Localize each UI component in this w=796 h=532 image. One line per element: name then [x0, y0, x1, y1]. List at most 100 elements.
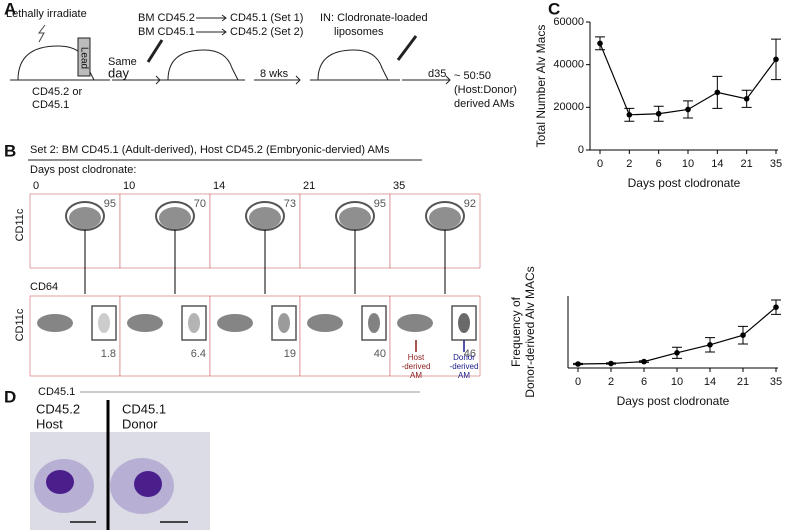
- marker-label: -derived: [402, 362, 431, 371]
- x-tick-label: 6: [641, 376, 647, 388]
- axis-label: CD11c: [14, 308, 26, 341]
- point: [773, 56, 779, 63]
- plot-frame: [119, 295, 211, 377]
- y-axis-label: Total Number Alv Macs: [534, 25, 548, 148]
- cell-cloud: [98, 313, 110, 333]
- point: [575, 361, 581, 367]
- cell-cloud: [37, 314, 73, 332]
- gate-percent: 95: [104, 198, 116, 210]
- days-label: Days post clodronate:: [30, 164, 136, 176]
- marker-label: AM: [410, 371, 422, 380]
- plot-frame: [209, 295, 301, 377]
- cell-cloud: [368, 313, 380, 333]
- step-text: CD45.1: [32, 99, 69, 111]
- y-tick-label: 0: [578, 144, 584, 156]
- marker-label: -derived: [450, 362, 479, 371]
- gate-percent: 19: [284, 348, 296, 360]
- step-text: derived AMs: [454, 98, 515, 110]
- cell-cloud: [429, 207, 461, 229]
- plot-frame: [299, 295, 391, 377]
- plot-frame: [29, 193, 121, 269]
- x-tick-label: 2: [608, 376, 614, 388]
- day-label: 0: [33, 180, 39, 192]
- panel-label: B: [4, 141, 16, 160]
- flow-plots: 0951.810706.4147319219540359246Host-deri…: [29, 180, 481, 380]
- step-text: BM CD45.2: [138, 12, 195, 24]
- step-text: Same: [108, 56, 137, 68]
- gate-percent: 95: [374, 198, 386, 210]
- x-tick-label: 14: [704, 376, 716, 388]
- panel-label: D: [4, 387, 16, 406]
- point: [641, 358, 647, 365]
- x-tick-label: 14: [711, 158, 723, 170]
- x-tick-label: 2: [626, 158, 632, 170]
- y-tick-label: 60000: [553, 16, 584, 28]
- point: [714, 89, 721, 96]
- gate-percent: 46: [464, 348, 476, 360]
- point: [685, 106, 691, 113]
- panel-b-title: Set 2: BM CD45.1 (Adult-derived), Host C…: [30, 144, 390, 156]
- step-text: 8 wks: [260, 68, 289, 80]
- cell-cloud: [397, 314, 433, 332]
- x-tick-label: 10: [682, 158, 694, 170]
- gate: [181, 305, 207, 341]
- plot-frame: [389, 295, 481, 377]
- gate-percent: 6.4: [191, 348, 206, 360]
- cell-cloud: [127, 314, 163, 332]
- x-tick-label: 21: [737, 376, 749, 388]
- day-label: 35: [393, 180, 405, 192]
- plot-frame: [29, 295, 121, 377]
- x-tick-label: 21: [741, 158, 753, 170]
- x-axis-label: Days post clodronate: [628, 176, 741, 190]
- day-label: 21: [303, 180, 315, 192]
- step-text: CD45.1 (Set 1): [230, 12, 303, 24]
- gate: [91, 305, 117, 341]
- x-tick-label: 6: [656, 158, 662, 170]
- marker-label: Host: [408, 353, 425, 362]
- step-text: BM CD45.1: [138, 26, 195, 38]
- cell-label: CD45.1: [122, 401, 166, 416]
- y-axis-label: Frequency of: [509, 296, 523, 367]
- point: [743, 96, 750, 102]
- point: [655, 110, 662, 117]
- point: [608, 360, 614, 367]
- gate-percent: 92: [464, 198, 476, 210]
- plot-frame: [299, 193, 391, 269]
- point: [626, 112, 633, 118]
- y-axis-label: Donor-derived Alv MACs: [523, 266, 537, 397]
- panel-label: C: [548, 0, 560, 18]
- x-axis-label: Days post clodronate: [617, 394, 730, 408]
- x-tick-label: 0: [597, 158, 603, 170]
- gate: [271, 305, 297, 341]
- step-text: Lead: [78, 47, 89, 69]
- step-text: IN: Clodronate-loaded: [320, 12, 428, 24]
- cell-cloud: [159, 207, 191, 229]
- point: [674, 350, 680, 356]
- gate-percent: 1.8: [101, 348, 116, 360]
- y-tick-label: 20000: [553, 101, 584, 113]
- panel-label: A: [4, 0, 16, 18]
- gate: [361, 305, 387, 341]
- step-text: d35: [428, 68, 446, 80]
- day-label: 14: [213, 180, 225, 192]
- cell-cloud: [69, 207, 101, 229]
- day-label: 10: [123, 180, 135, 192]
- point: [597, 40, 603, 47]
- x-tick-label: 35: [770, 158, 782, 170]
- cell-cloud: [188, 313, 200, 333]
- cell-cloud: [339, 207, 371, 229]
- marker-label: Donor: [453, 353, 475, 362]
- panel-a: [10, 14, 451, 85]
- step-text: ~ 50:50: [454, 70, 491, 82]
- axis-label: CD45.1: [38, 386, 75, 398]
- cell-label: Donor: [122, 416, 158, 431]
- step-text: liposomes: [334, 26, 384, 38]
- cell-label: CD45.2: [36, 401, 80, 416]
- y-tick-label: 40000: [553, 59, 584, 71]
- panel-d: [30, 400, 210, 530]
- x-tick-label: 35: [770, 376, 782, 388]
- cell-cloud: [307, 314, 343, 332]
- axis-label: CD11c: [14, 208, 26, 241]
